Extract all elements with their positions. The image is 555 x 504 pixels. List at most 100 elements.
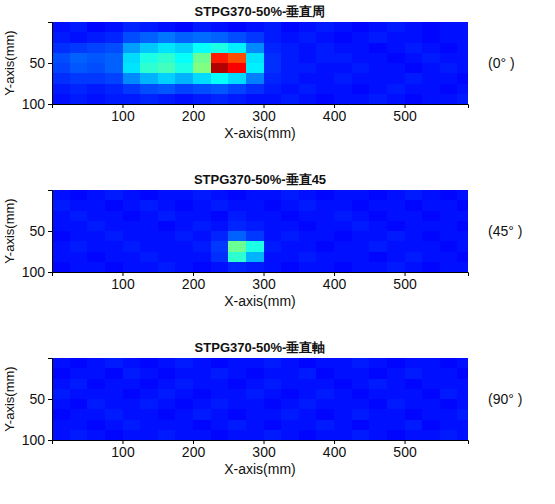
cell <box>87 190 105 201</box>
cell <box>457 211 468 222</box>
cell <box>211 211 229 222</box>
cell <box>264 379 282 390</box>
cell <box>264 84 282 95</box>
cell <box>70 252 88 263</box>
cell <box>457 368 468 379</box>
cell <box>175 211 193 222</box>
cell <box>457 43 468 54</box>
cell <box>440 379 458 390</box>
cell <box>193 32 211 43</box>
cell <box>369 22 387 33</box>
cell <box>440 53 458 64</box>
cell <box>352 211 370 222</box>
cell <box>246 190 264 201</box>
cell <box>105 252 123 263</box>
y-tick-label: 50 <box>29 55 45 71</box>
cell <box>246 430 264 440</box>
cell <box>316 358 334 369</box>
cell <box>105 420 123 431</box>
cell <box>369 241 387 252</box>
cell <box>334 211 352 222</box>
cell <box>299 358 317 369</box>
cell <box>123 241 141 252</box>
cell <box>193 399 211 410</box>
cell <box>52 73 70 84</box>
cell <box>387 252 405 263</box>
cell <box>70 43 88 54</box>
cell <box>211 221 229 232</box>
cell <box>52 420 70 431</box>
cell <box>211 368 229 379</box>
cell <box>405 231 423 242</box>
cell <box>422 368 440 379</box>
cell <box>352 43 370 54</box>
cell <box>299 32 317 43</box>
cell <box>140 200 158 211</box>
y-tick-mark <box>48 440 52 441</box>
cell <box>316 211 334 222</box>
y-tick-mark <box>48 399 52 400</box>
cell <box>228 231 246 242</box>
cell <box>264 200 282 211</box>
cell <box>52 379 70 390</box>
cell <box>246 252 264 263</box>
x-tick: 300 <box>252 104 276 124</box>
y-tick-label: 50 <box>29 391 45 407</box>
x-tick-label: 400 <box>323 276 347 292</box>
cell <box>316 368 334 379</box>
angle-label: (90° ) <box>488 391 522 407</box>
cell <box>175 53 193 64</box>
cell <box>228 420 246 431</box>
cell <box>52 22 70 33</box>
cell <box>246 399 264 410</box>
cell <box>387 430 405 440</box>
cell <box>140 32 158 43</box>
cell <box>457 73 468 84</box>
cell <box>193 63 211 74</box>
cell <box>281 22 299 33</box>
cell <box>158 409 176 420</box>
cell <box>264 231 282 242</box>
cell <box>440 231 458 242</box>
cell <box>440 32 458 43</box>
cell <box>70 84 88 95</box>
cell <box>105 22 123 33</box>
cell <box>387 399 405 410</box>
cell <box>405 358 423 369</box>
cell <box>140 399 158 410</box>
cell <box>440 94 458 104</box>
cell <box>246 368 264 379</box>
angle-label: (45° ) <box>488 223 522 239</box>
cell <box>352 368 370 379</box>
cell <box>264 32 282 43</box>
cell <box>70 53 88 64</box>
y-axis-line <box>48 191 53 273</box>
cell <box>457 84 468 95</box>
cell <box>105 241 123 252</box>
cell <box>87 241 105 252</box>
cell <box>228 211 246 222</box>
cell <box>422 53 440 64</box>
cell <box>387 358 405 369</box>
cell <box>158 262 176 272</box>
cell <box>281 420 299 431</box>
cell <box>264 252 282 263</box>
cell <box>175 252 193 263</box>
cell <box>175 73 193 84</box>
cell <box>105 84 123 95</box>
cell <box>123 252 141 263</box>
cell <box>352 399 370 410</box>
cell <box>299 241 317 252</box>
cell <box>193 200 211 211</box>
cell <box>211 430 229 440</box>
cell <box>405 32 423 43</box>
cell <box>123 430 141 440</box>
cell <box>422 241 440 252</box>
cell <box>175 358 193 369</box>
x-tick-label: 100 <box>111 444 135 460</box>
cell <box>175 190 193 201</box>
cell <box>281 94 299 104</box>
cell <box>405 430 423 440</box>
cell <box>334 94 352 104</box>
cell <box>316 73 334 84</box>
